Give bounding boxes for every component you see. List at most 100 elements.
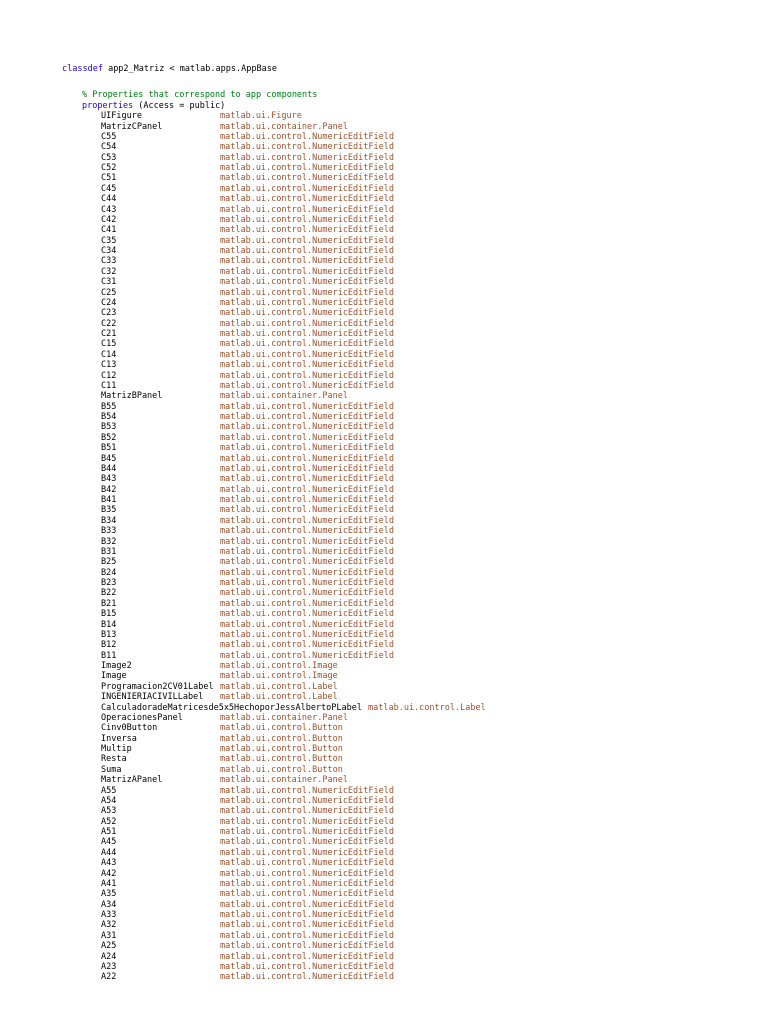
property-row: A54 matlab.ui.control.NumericEditField bbox=[62, 796, 758, 806]
property-row: B22 matlab.ui.control.NumericEditField bbox=[62, 588, 758, 598]
property-row: OperacionesPanel matlab.ui.container.Pane… bbox=[62, 713, 758, 723]
property-name: A42 bbox=[101, 868, 117, 879]
property-row: Programacion2CV01Label matlab.ui.control.… bbox=[62, 682, 758, 692]
property-row: B15 matlab.ui.control.NumericEditField bbox=[62, 609, 758, 619]
property-type: matlab.ui.control.NumericEditField bbox=[220, 443, 394, 454]
property-type: matlab.ui.control.NumericEditField bbox=[220, 536, 394, 547]
property-type: matlab.ui.control.NumericEditField bbox=[220, 951, 394, 962]
property-type: matlab.ui.control.Button bbox=[220, 733, 343, 744]
property-type: matlab.ui.control.NumericEditField bbox=[220, 619, 394, 630]
property-row: B33 matlab.ui.control.NumericEditField bbox=[62, 526, 758, 536]
property-name: C11 bbox=[101, 380, 117, 391]
property-type: matlab.ui.control.NumericEditField bbox=[220, 484, 394, 495]
property-type: matlab.ui.control.NumericEditField bbox=[220, 380, 394, 391]
classdef-line: classdef app2_Matriz < matlab.apps.AppBa… bbox=[62, 64, 758, 74]
property-row: B25 matlab.ui.control.NumericEditField bbox=[62, 557, 758, 567]
property-type: matlab.ui.control.NumericEditField bbox=[220, 941, 394, 952]
property-row: B54 matlab.ui.control.NumericEditField bbox=[62, 412, 758, 422]
properties-list: UIFigure matlab.ui.Figure MatrizCPanel matl… bbox=[62, 111, 758, 983]
property-type: matlab.ui.control.Label bbox=[220, 692, 338, 703]
property-name: B44 bbox=[101, 463, 117, 474]
property-type: matlab.ui.control.NumericEditField bbox=[220, 546, 394, 557]
property-name: C41 bbox=[101, 225, 117, 236]
property-name: B41 bbox=[101, 495, 117, 505]
property-type: matlab.ui.container.Panel bbox=[220, 712, 348, 723]
property-row: Inversa matlab.ui.control.Button bbox=[62, 734, 758, 744]
property-row: C14 matlab.ui.control.NumericEditField bbox=[62, 350, 758, 360]
property-row: A43 matlab.ui.control.NumericEditField bbox=[62, 858, 758, 868]
property-type: matlab.ui.control.NumericEditField bbox=[220, 588, 394, 599]
property-name: B55 bbox=[101, 401, 117, 412]
classdef-keyword: classdef bbox=[62, 64, 103, 74]
property-row: B11 matlab.ui.control.NumericEditField bbox=[62, 651, 758, 661]
property-type: matlab.ui.control.NumericEditField bbox=[220, 318, 394, 329]
property-type: matlab.ui.control.NumericEditField bbox=[220, 650, 394, 661]
property-type: matlab.ui.control.NumericEditField bbox=[220, 412, 394, 422]
property-row: C32 matlab.ui.control.NumericEditField bbox=[62, 267, 758, 277]
property-name: A53 bbox=[101, 806, 117, 817]
property-type: matlab.ui.control.NumericEditField bbox=[220, 598, 394, 609]
property-row: C21 matlab.ui.control.NumericEditField bbox=[62, 329, 758, 339]
property-row: C55 matlab.ui.control.NumericEditField bbox=[62, 132, 758, 142]
property-type: matlab.ui.control.NumericEditField bbox=[220, 629, 394, 640]
property-type: matlab.ui.control.NumericEditField bbox=[220, 837, 394, 848]
property-name: Inversa bbox=[101, 733, 137, 744]
property-type: matlab.ui.control.NumericEditField bbox=[220, 463, 394, 474]
property-name: B54 bbox=[101, 412, 117, 422]
property-name: B15 bbox=[101, 609, 117, 620]
property-type: matlab.ui.control.NumericEditField bbox=[220, 204, 394, 215]
property-name: B43 bbox=[101, 474, 117, 485]
property-type: matlab.ui.container.Panel bbox=[220, 775, 348, 786]
property-name: C43 bbox=[101, 204, 117, 215]
property-name: B14 bbox=[101, 619, 117, 630]
property-name: B53 bbox=[101, 422, 117, 433]
property-name: C42 bbox=[101, 214, 117, 225]
property-name: OperacionesPanel bbox=[101, 712, 183, 723]
property-row: B45 matlab.ui.control.NumericEditField bbox=[62, 454, 758, 464]
property-type: matlab.ui.control.NumericEditField bbox=[220, 609, 394, 620]
property-row: A25 matlab.ui.control.NumericEditField bbox=[62, 941, 758, 951]
property-type: matlab.ui.control.NumericEditField bbox=[220, 152, 394, 163]
code-listing: classdef app2_Matriz < matlab.apps.AppBa… bbox=[62, 64, 758, 983]
property-name: C32 bbox=[101, 266, 117, 277]
property-name: C23 bbox=[101, 308, 117, 319]
property-type: matlab.ui.control.NumericEditField bbox=[220, 889, 394, 900]
property-name: Resta bbox=[101, 754, 127, 765]
property-row: B53 matlab.ui.control.NumericEditField bbox=[62, 422, 758, 432]
property-row: B44 matlab.ui.control.NumericEditField bbox=[62, 464, 758, 474]
property-name: C21 bbox=[101, 329, 117, 339]
property-type: matlab.ui.control.NumericEditField bbox=[220, 183, 394, 194]
property-name: A23 bbox=[101, 961, 117, 972]
property-row: C15 matlab.ui.control.NumericEditField bbox=[62, 339, 758, 349]
property-name: A52 bbox=[101, 816, 117, 827]
property-row: Multip matlab.ui.control.Button bbox=[62, 744, 758, 754]
property-row: CalculadoradeMatricesde5x5HechoporJessAl… bbox=[62, 703, 758, 713]
property-type: matlab.ui.control.NumericEditField bbox=[220, 858, 394, 869]
property-row: B41 matlab.ui.control.NumericEditField bbox=[62, 495, 758, 505]
property-row: C24 matlab.ui.control.NumericEditField bbox=[62, 298, 758, 308]
property-row: A53 matlab.ui.control.NumericEditField bbox=[62, 806, 758, 816]
property-type: matlab.ui.control.NumericEditField bbox=[220, 163, 394, 173]
property-name: B51 bbox=[101, 443, 117, 454]
property-type: matlab.ui.control.NumericEditField bbox=[220, 785, 394, 796]
property-name: Suma bbox=[101, 764, 122, 775]
property-row: A51 matlab.ui.control.NumericEditField bbox=[62, 827, 758, 837]
property-type: matlab.ui.control.NumericEditField bbox=[220, 235, 394, 246]
property-type: matlab.ui.control.NumericEditField bbox=[220, 961, 394, 972]
property-type: matlab.ui.control.NumericEditField bbox=[220, 308, 394, 319]
property-name: C22 bbox=[101, 318, 117, 329]
property-name: A24 bbox=[101, 951, 117, 962]
property-name: C51 bbox=[101, 173, 117, 184]
property-name: MatrizBPanel bbox=[101, 391, 163, 402]
property-name: A33 bbox=[101, 910, 117, 920]
property-row: MatrizCPanel matlab.ui.container.Panel bbox=[62, 122, 758, 132]
property-name: C44 bbox=[101, 194, 117, 205]
property-row: B34 matlab.ui.control.NumericEditField bbox=[62, 516, 758, 526]
property-row: B13 matlab.ui.control.NumericEditField bbox=[62, 630, 758, 640]
property-type: matlab.ui.control.NumericEditField bbox=[220, 287, 394, 298]
property-name: B11 bbox=[101, 650, 117, 661]
property-type: matlab.ui.control.NumericEditField bbox=[220, 225, 394, 236]
property-type: matlab.ui.control.NumericEditField bbox=[220, 370, 394, 381]
property-name: B12 bbox=[101, 640, 117, 651]
property-row: B43 matlab.ui.control.NumericEditField bbox=[62, 474, 758, 484]
